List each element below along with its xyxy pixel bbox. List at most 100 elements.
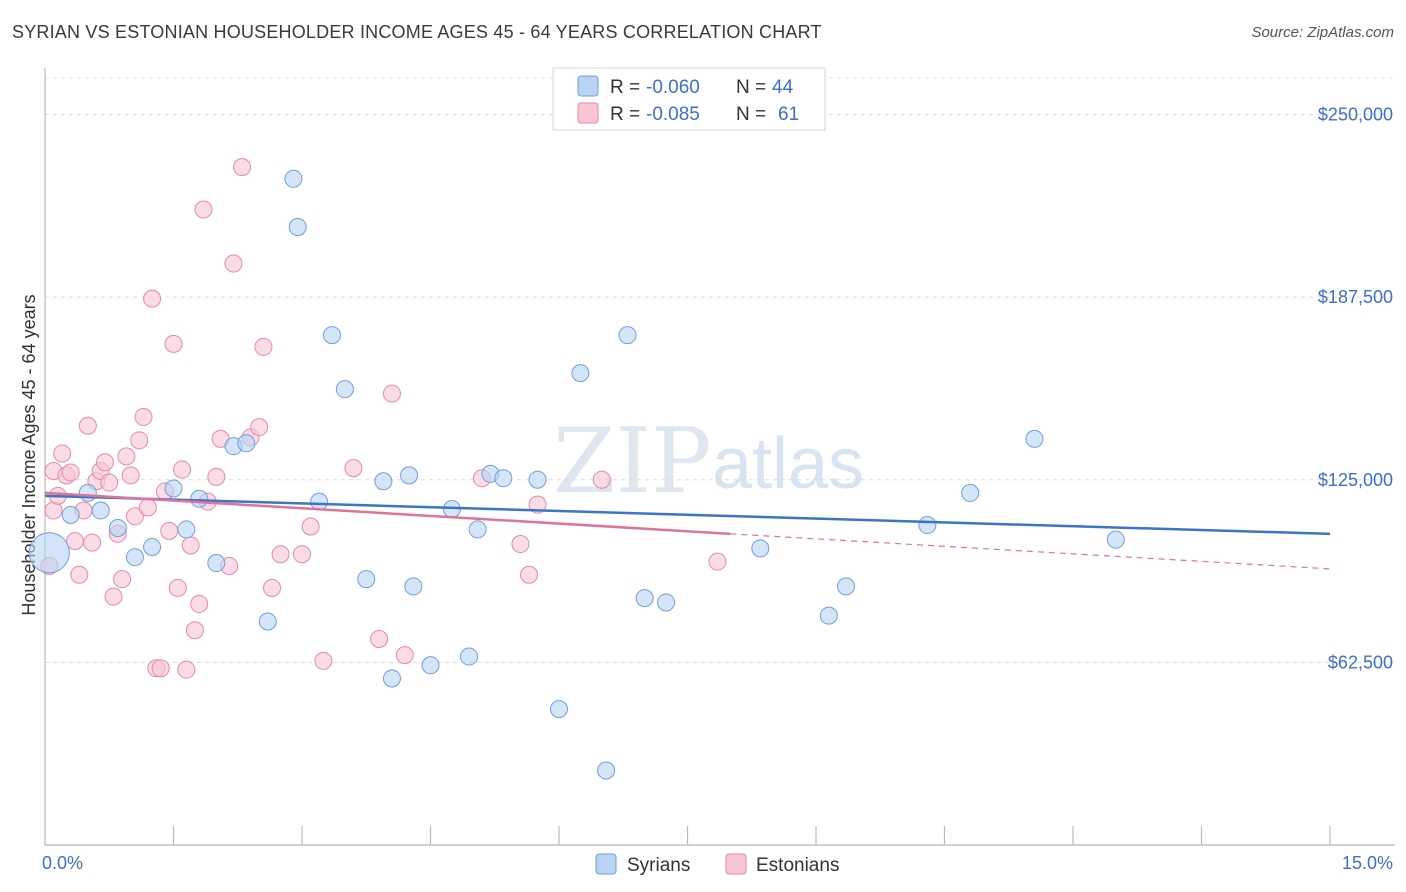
syrians-point-8 xyxy=(177,520,196,539)
estonians-point-55 xyxy=(395,646,414,665)
syrians-point-16 xyxy=(310,492,329,511)
estonians-point-31 xyxy=(168,578,187,597)
legend-n-label-1: N = xyxy=(736,77,766,98)
estonians-point-33 xyxy=(177,660,196,679)
estonians-point-47 xyxy=(263,578,282,597)
estonians-point-18 xyxy=(113,570,132,589)
estonians-point-34 xyxy=(181,536,200,555)
syrians-point-15 xyxy=(288,218,307,237)
legend-n-value-2: 61 xyxy=(778,104,799,125)
syrians-point-13 xyxy=(258,612,277,631)
syrians-point-22 xyxy=(400,466,419,485)
x-tick-labels: 0.0% 15.0% xyxy=(42,853,1393,873)
y-tick-label-2: $187,500 xyxy=(1318,287,1393,307)
estonians-point-35 xyxy=(185,621,204,640)
x-tick-label-0: 0.0% xyxy=(42,853,83,873)
estonians-point-8 xyxy=(70,565,89,584)
syrians-point-9 xyxy=(190,489,209,508)
estonians-point-59 xyxy=(528,495,547,514)
estonians-point-21 xyxy=(125,507,144,526)
estonians-point-60 xyxy=(592,470,611,489)
source-credit: Source: ZipAtlas.com xyxy=(1251,24,1394,41)
syrians-point-27 xyxy=(468,520,487,539)
estonians-point-20 xyxy=(121,466,140,485)
syrians-point-42 xyxy=(1025,429,1044,448)
estonians-point-7 xyxy=(65,532,84,551)
syrians-point-1 xyxy=(61,505,80,524)
legend-r-label-1: R = xyxy=(610,77,640,98)
syrians-point-35 xyxy=(635,589,654,608)
syrians-point-39 xyxy=(836,577,855,596)
estonians-point-53 xyxy=(370,630,389,649)
syrians-point-17 xyxy=(322,326,341,345)
syrians-point-14 xyxy=(284,169,303,188)
estonians-point-19 xyxy=(117,447,136,466)
series-label-estonians: Estonians xyxy=(756,855,839,876)
estonians-point-57 xyxy=(511,535,530,554)
estonians-point-48 xyxy=(271,545,290,564)
watermark-atlas: atlas xyxy=(712,424,864,504)
series-legend: Syrians Estonians xyxy=(595,853,839,876)
syrians-point-6 xyxy=(143,537,162,556)
estonians-point-23 xyxy=(134,407,153,426)
estonians-point-11 xyxy=(83,533,102,552)
syrians-point-34 xyxy=(618,326,637,345)
estonians-point-50 xyxy=(301,517,320,536)
syrians-point-0 xyxy=(28,532,70,574)
estonians-point-27 xyxy=(151,659,170,678)
series-label-syrians: Syrians xyxy=(627,855,690,876)
estonians-point-25 xyxy=(143,289,162,308)
estonians-point-42 xyxy=(224,254,243,273)
x-tick-label-1: 15.0% xyxy=(1342,853,1393,873)
legend-r-value-1: -0.060 xyxy=(646,77,700,98)
estonians-point-15 xyxy=(100,473,119,492)
syrians-point-21 xyxy=(382,669,401,688)
syrians-point-26 xyxy=(460,647,479,666)
y-tick-label-3: $250,000 xyxy=(1318,105,1393,125)
axes xyxy=(44,68,1395,846)
syrians-point-32 xyxy=(571,364,590,383)
syrians-point-19 xyxy=(357,570,376,589)
legend-n-label-2: N = xyxy=(736,104,766,125)
syrians-point-29 xyxy=(494,469,513,488)
legend-swatch-syrians xyxy=(577,75,599,97)
syrians-point-4 xyxy=(108,518,127,537)
syrians-point-10 xyxy=(207,554,226,573)
syrians-point-2 xyxy=(78,483,97,502)
estonians-trend-line xyxy=(44,491,731,536)
estonians-point-54 xyxy=(382,384,401,403)
syrians-point-20 xyxy=(374,472,393,491)
watermark: ZIP atlas xyxy=(553,409,864,514)
estonians-point-49 xyxy=(293,545,311,564)
syrians-point-33 xyxy=(597,761,616,780)
y-axis-label: Householder Income Ages 45 - 64 years xyxy=(19,294,39,615)
estonians-point-16 xyxy=(104,587,123,606)
estonians-point-10 xyxy=(78,416,97,435)
estonians-point-43 xyxy=(233,158,252,177)
y-tick-label-0: $62,500 xyxy=(1328,652,1393,672)
estonians-point-45 xyxy=(250,418,269,437)
estonians-point-61 xyxy=(708,552,727,571)
estonians-point-4 xyxy=(53,444,72,463)
syrians-point-37 xyxy=(751,539,770,558)
legend-n-value-1: 44 xyxy=(772,77,794,98)
estonians-trend-extension xyxy=(730,533,1331,570)
syrians-point-41 xyxy=(961,483,980,502)
series-swatch-syrians xyxy=(595,853,617,875)
estonians-point-30 xyxy=(164,334,183,353)
y-tick-labels: $62,500 $125,000 $187,500 $250,000 xyxy=(1318,105,1393,673)
trend-lines xyxy=(44,491,1331,570)
syrians-point-5 xyxy=(125,548,144,567)
syrians-point-30 xyxy=(528,470,547,489)
legend-swatch-estonians xyxy=(577,102,599,124)
syrians-point-40 xyxy=(918,516,937,535)
estonians-point-24 xyxy=(138,498,157,517)
syrians-point-31 xyxy=(550,700,568,719)
estonians-point-58 xyxy=(520,565,539,584)
estonians-point-32 xyxy=(173,460,192,479)
estonians-point-46 xyxy=(254,337,273,356)
stats-legend: R = -0.060 N = 44 R = -0.085 N = 61 xyxy=(552,67,826,131)
estonians-point-14 xyxy=(95,453,114,472)
syrians-point-36 xyxy=(657,593,676,612)
